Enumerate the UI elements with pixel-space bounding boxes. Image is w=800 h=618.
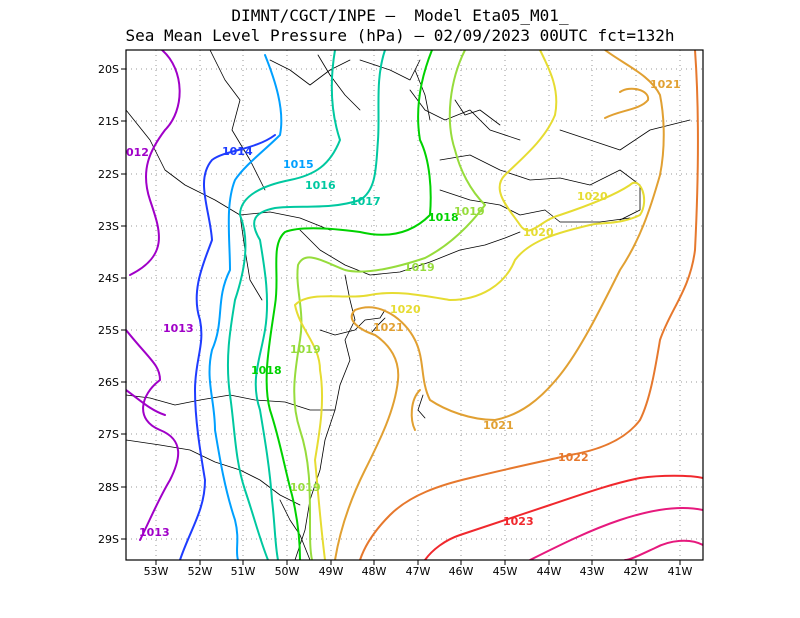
isobar-1022 [359,50,700,560]
isobar-1017 [253,50,386,560]
isobar-1019 [293,50,486,560]
contour-label: 1020 [390,303,421,316]
lon-tick-label: 44W [537,565,562,578]
lon-tick-label: 51W [231,565,256,578]
contour-label: 1021 [373,321,404,334]
tick-marks [121,68,681,565]
longitude-labels: 53W 52W 51W 50W 49W 48W 47W 46W 45W 44W … [144,565,693,578]
lon-tick-label: 45W [493,565,518,578]
isobar-1012-1013 [126,50,181,541]
lon-tick-label: 48W [362,565,387,578]
contour-label: 1015 [283,158,314,171]
lat-tick-label: 22S [98,168,119,181]
contour-label: 1017 [350,195,381,208]
lon-tick-label: 49W [319,565,344,578]
contour-label: 1018 [428,211,459,224]
contour-label: 1018 [251,364,282,377]
contour-label: 1016 [305,179,336,192]
lat-tick-label: 20S [98,63,119,76]
contour-label: 1013 [139,526,170,539]
title-line-1: DIMNT/CGCT/INPE – Model Eta05_M01_ [231,6,569,25]
lon-tick-label: 41W [668,565,693,578]
lon-tick-label: 43W [580,565,605,578]
lat-tick-label: 21S [98,115,119,128]
isobar-1015 [208,54,283,560]
latitude-labels: 20S 21S 22S 23S 24S 25S 26S 27S 28S 29S [98,63,119,546]
contour-label: 1019 [404,261,435,274]
isobar-1024 [529,507,703,560]
lon-tick-label: 46W [449,565,474,578]
lon-tick-label: 50W [275,565,300,578]
isobar-1021 [334,50,665,560]
lon-tick-label: 42W [624,565,649,578]
contour-label: 1023 [503,515,534,528]
lat-tick-label: 26S [98,376,119,389]
contour-label: 1013 [163,322,194,335]
lat-tick-label: 29S [98,533,119,546]
lat-tick-label: 24S [98,272,119,285]
lat-tick-label: 27S [98,428,119,441]
lat-tick-label: 25S [98,324,119,337]
contour-label: 1019 [290,481,321,494]
isobar-1018 [265,50,433,560]
contour-label: 1021 [650,78,681,91]
contour-labels: 012 1013 1013 1014 1015 1016 1017 1018 1… [126,78,681,539]
contour-label: 1019 [290,343,321,356]
contour-label: 1022 [558,451,589,464]
isobar-1023 [424,474,703,560]
contour-label: 1020 [577,190,608,203]
map-frame [125,49,704,561]
lat-tick-label: 28S [98,481,119,494]
lon-tick-label: 53W [144,565,169,578]
lon-tick-label: 47W [406,565,431,578]
contour-label: 1020 [523,226,554,239]
title-line-2: Sea Mean Level Pressure (hPa) – 02/09/20… [125,26,675,45]
isobar-1020 [294,50,646,560]
isobar-1016 [226,50,341,560]
isobar-1014 [179,134,276,560]
contour-label: 1019 [454,205,485,218]
contour-label: 012 [126,146,149,159]
lat-tick-label: 23S [98,220,119,233]
lon-tick-label: 52W [188,565,213,578]
contour-label: 1021 [483,419,514,432]
contour-label: 1014 [222,145,253,158]
